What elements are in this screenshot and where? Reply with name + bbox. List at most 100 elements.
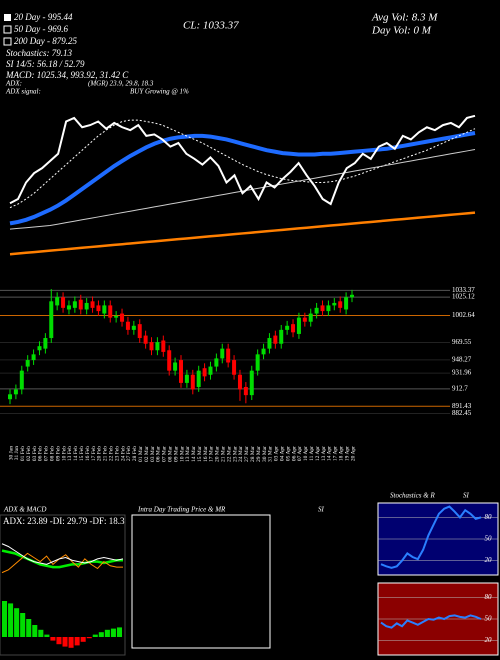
macd-bar — [32, 625, 38, 637]
x-tick-label: 06 Feb — [38, 446, 44, 461]
x-tick-label: 08 Feb — [50, 446, 56, 461]
candle-body — [285, 325, 290, 330]
candle-body — [261, 348, 266, 355]
y-tick-label: 1025.12 — [452, 293, 475, 301]
x-tick-label: 05 Apr — [285, 446, 291, 461]
y-tick-label: 80 — [485, 513, 493, 521]
candle-body — [208, 366, 213, 375]
candle-body — [320, 305, 325, 312]
candle-body — [255, 354, 260, 371]
y-tick-label: 948.27 — [452, 355, 472, 363]
candle-body — [43, 338, 48, 349]
candle-body — [302, 317, 307, 322]
x-tick-label: 27 Mar — [244, 446, 250, 462]
x-tick-label: 28 Mar — [250, 446, 256, 462]
panel-title: Stochastics & R — [390, 492, 435, 500]
candle-body — [202, 368, 207, 377]
ma50-label: 50 Day - 969.6 — [14, 24, 68, 34]
y-tick-label: 931.96 — [452, 369, 472, 377]
macd-bar — [86, 637, 92, 639]
candle-body — [78, 299, 83, 310]
price-line — [9, 114, 476, 206]
legend-swatch — [4, 14, 11, 21]
x-tick-label: 01 Mar — [138, 446, 144, 462]
x-tick-label: 01 Feb — [20, 446, 26, 461]
candle-body — [167, 350, 172, 371]
x-tick-label: 06 Mar — [156, 446, 162, 462]
y-tick-label: 80 — [485, 593, 493, 601]
candle-body — [55, 297, 60, 306]
x-tick-label: 15 Mar — [197, 446, 203, 462]
x-tick-label: 27 Feb — [126, 446, 132, 461]
x-tick-label: 24 Feb — [120, 446, 126, 461]
candle-body — [338, 301, 343, 308]
ma20-label: 20 Day - 995.44 — [14, 12, 73, 22]
candle-body — [173, 362, 178, 371]
macd-bar — [44, 634, 50, 637]
x-tick-label: 23 Feb — [114, 446, 120, 461]
x-tick-label: 13 Feb — [67, 446, 73, 461]
x-tick-label: 28 Feb — [132, 446, 138, 461]
y-tick-label: 50 — [485, 535, 493, 543]
x-tick-label: 18 Apr — [338, 446, 344, 461]
candle-body — [332, 302, 337, 306]
macd-bar — [110, 628, 116, 637]
candle-body — [308, 313, 313, 322]
candle-body — [237, 374, 242, 390]
x-tick-label: 10 Feb — [61, 446, 67, 461]
x-tick-label: 10 Mar — [179, 446, 185, 462]
adx-line — [1, 543, 124, 565]
x-tick-label: 30 Mar — [262, 446, 268, 462]
candle-body — [326, 305, 331, 312]
candle-body — [273, 335, 278, 344]
x-tick-label: 03 Feb — [32, 446, 38, 461]
adx-line — [1, 552, 123, 574]
candle-body — [161, 340, 166, 352]
legend-swatch — [3, 37, 12, 46]
candle-body — [249, 370, 254, 396]
candle-body — [226, 348, 231, 363]
x-tick-label: 03 Apr — [274, 446, 280, 461]
x-tick-label: 17 Feb — [91, 446, 97, 461]
x-tick-label: 21 Mar — [221, 446, 227, 462]
x-tick-label: 13 Apr — [321, 446, 327, 461]
candle-body — [143, 335, 148, 344]
x-tick-label: 17 Mar — [209, 446, 215, 462]
x-tick-label: 21 Feb — [103, 446, 109, 461]
si-label: SI 14/5: 56.18 / 52.79 — [6, 59, 85, 69]
candle-body — [66, 305, 71, 310]
candle-body — [184, 374, 189, 383]
candle-body — [155, 342, 160, 351]
x-tick-label: 15 Feb — [79, 446, 85, 461]
x-tick-label: 07 Mar — [162, 446, 168, 462]
candle-body — [314, 307, 319, 314]
adx-signal-value: BUY Growing @ 1% — [130, 88, 189, 96]
candle-body — [61, 297, 66, 308]
macd-bar — [74, 637, 80, 646]
panel-title: Intra Day Trading Price & MR — [137, 506, 226, 514]
candle-body — [190, 374, 195, 390]
ma-line — [9, 119, 476, 209]
x-tick-label: 12 Apr — [315, 446, 321, 461]
x-tick-label: 22 Mar — [226, 446, 232, 462]
x-tick-label: 10 Apr — [303, 446, 309, 461]
x-tick-label: 11 Apr — [309, 446, 315, 461]
y-tick-label: 50 — [485, 615, 493, 623]
panel-subtitle: ADX: 23.89 -DI: 29.79 -DF: 18.3 — [3, 516, 125, 526]
macd-bar — [92, 634, 98, 637]
candle-body — [220, 348, 225, 359]
candle-body — [267, 338, 272, 349]
stoch-label: Stochastics: 79.13 — [6, 48, 72, 58]
macd-bar — [56, 637, 62, 645]
adx-label: ADX: — [5, 80, 22, 88]
candle-body — [72, 301, 77, 308]
x-tick-label: 23 Mar — [232, 446, 238, 462]
x-tick-label: 16 Feb — [85, 446, 91, 461]
candle-body — [102, 305, 107, 314]
x-tick-label: 31 Jan — [14, 446, 20, 460]
x-tick-label: 16 Mar — [203, 446, 209, 462]
candle-body — [137, 324, 142, 339]
panel-subtitle: SI — [463, 492, 470, 500]
candle-body — [108, 305, 113, 318]
